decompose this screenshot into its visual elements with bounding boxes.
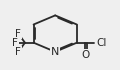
Text: F: F bbox=[12, 38, 18, 48]
Text: F: F bbox=[15, 29, 21, 39]
Text: O: O bbox=[81, 50, 90, 60]
Text: N: N bbox=[51, 47, 59, 57]
Text: F: F bbox=[15, 47, 21, 57]
Text: Cl: Cl bbox=[96, 38, 106, 48]
